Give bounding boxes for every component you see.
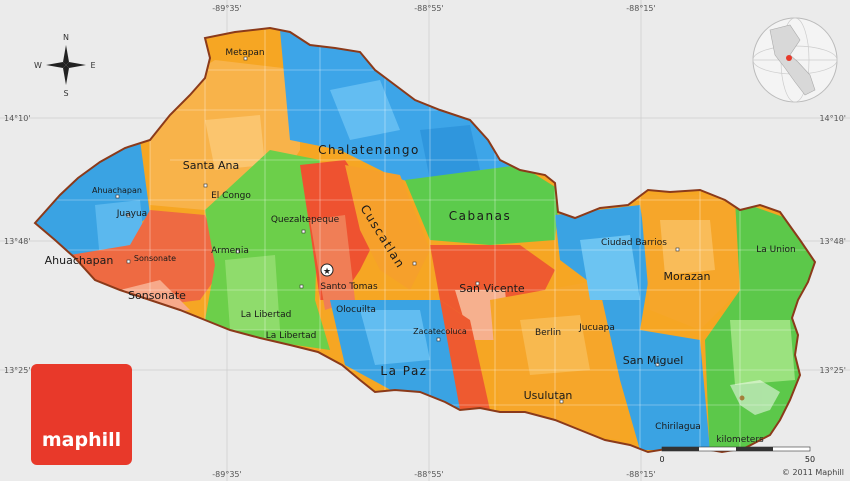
compass-s: S [63,89,68,98]
coord-left-3: 13°25' [4,366,31,375]
coord-top-1: -89°35' [212,4,241,13]
label-jucuapa: Jucuapa [578,323,615,333]
label-sonsonate-city: Sonsonate [134,254,176,263]
copyright: © 2011 Maphill [781,468,844,477]
label-la-libertad-dept: La Libertad [241,310,292,320]
label-cabanas: Cabanas [449,209,511,223]
logo-text: maphill [41,429,122,451]
coord-left-2: 13°48' [4,237,31,246]
label-zacatecoluca: Zacatecoluca [413,327,467,336]
label-juayua: Juayua [116,209,147,219]
label-la-paz: La Paz [380,364,427,378]
label-sonsonate-dept: Sonsonate [128,289,186,302]
label-la-union: La Union [756,245,795,255]
coord-bottom-2: -88°55' [414,470,443,479]
coord-right-1: 14°10' [819,114,846,123]
compass-w: W [34,61,42,70]
coord-left-1: 14°10' [4,114,31,123]
label-usulutan: Usulutan [524,389,573,402]
label-santa-ana: Santa Ana [183,159,239,172]
coord-top-3: -88°15' [626,4,655,13]
label-santo-tomas: Santo Tomas [320,282,378,292]
coordinate-labels: -89°35' -88°55' -88°15' -89°35' -88°55' … [4,4,846,479]
label-morazan: Morazan [664,270,711,283]
scale-max: 50 [805,455,815,464]
capital-star-icon: ★ [320,263,334,277]
compass-e: E [90,61,95,70]
label-ahuachapan-city: Ahuachapan [92,186,142,195]
coord-top-2: -88°55' [414,4,443,13]
inset-locator-icon [730,380,780,415]
label-armenia: Armenia [211,246,249,256]
label-san-miguel: San Miguel [623,354,684,367]
scale-min: 0 [659,455,664,464]
globe-locator-icon [752,17,838,103]
maphill-logo: maphill [31,364,132,465]
compass-rose-icon: N S E W [34,33,95,98]
coord-bottom-1: -89°35' [212,470,241,479]
coord-bottom-3: -88°15' [626,470,655,479]
scale-bar: kilometers 0 50 [659,435,815,464]
compass-n: N [63,33,69,42]
city-markers [115,56,680,404]
label-chalatenango: Chalatenango [318,143,420,157]
country-border [33,26,817,454]
label-chirilagua: Chirilagua [655,422,701,432]
scale-unit: kilometers [716,435,764,445]
label-la-libertad-city: La Libertad [266,331,317,341]
place-labels: Metapan Chalatenango Santa Ana El Congo … [45,48,796,432]
coord-right-3: 13°25' [819,366,846,375]
label-el-congo: El Congo [211,191,251,201]
label-berlin: Berlin [535,328,561,338]
svg-text:★: ★ [323,267,331,277]
label-ahuachapan-dept: Ahuachapan [45,254,114,267]
coord-right-2: 13°48' [819,237,846,246]
label-olocuilta: Olocuilta [336,305,376,315]
label-metapan: Metapan [225,48,264,58]
label-quezaltepeque: Quezaltepeque [271,215,340,225]
label-ciudad-barrios: Ciudad Barrios [601,238,667,248]
municipal-borders [35,30,815,450]
label-san-vicente: San Vicente [459,282,525,295]
